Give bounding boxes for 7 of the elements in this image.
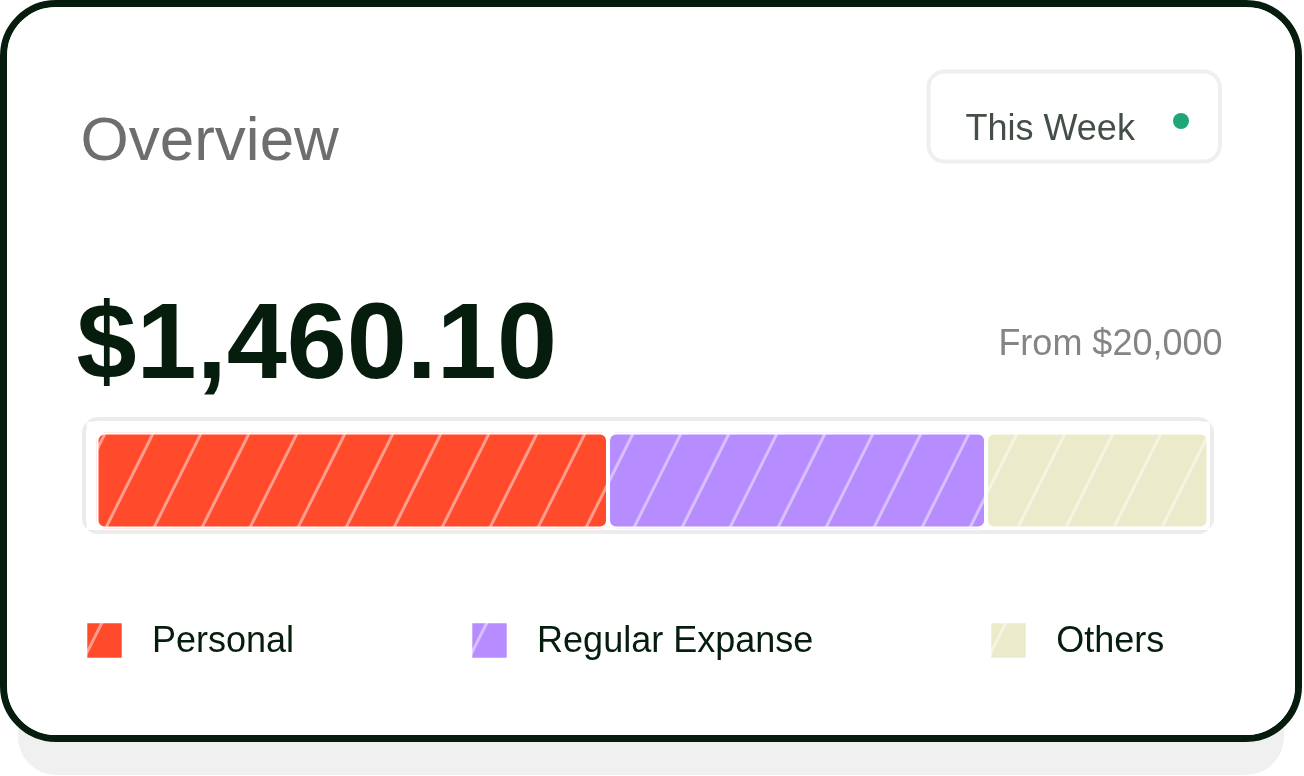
text: This Week [965, 106, 1136, 148]
chart-subtitle: $1,460.10 [76, 280, 557, 401]
text: From $20,000 [998, 322, 1223, 363]
legend-label: Regular Expanse [537, 618, 814, 662]
legend-label: Personal [152, 618, 295, 662]
legend-label: Others [1056, 618, 1165, 662]
chart-title: Overview [80, 104, 340, 173]
